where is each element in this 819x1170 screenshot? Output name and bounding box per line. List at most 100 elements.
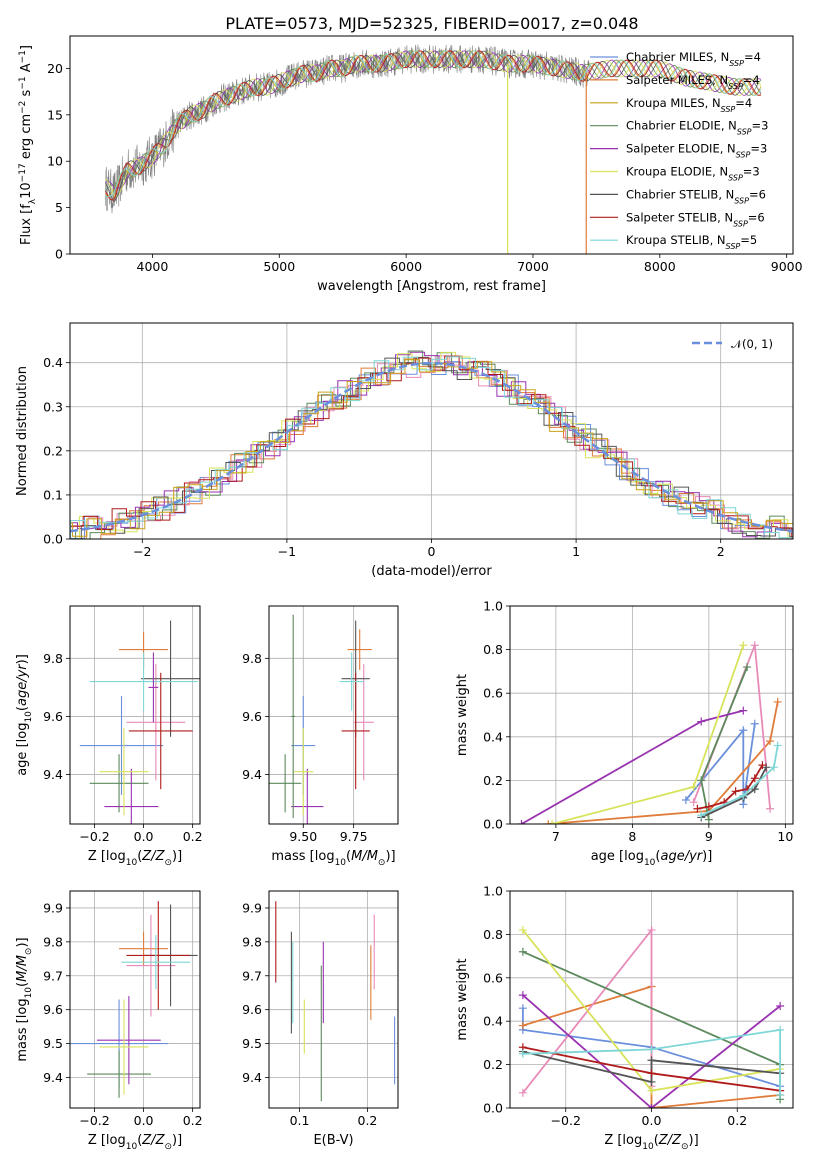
y-tick-label: 0.8 (483, 927, 503, 942)
weight-vs-Z-plot: −0.2 0.0 0.2 0.0 0.2 0.4 0.6 0.8 1.0 Z [log10(Z/Z… (455, 884, 794, 1152)
x-tick-label: 9 (705, 829, 713, 844)
y-tick-label: 1.0 (483, 599, 503, 614)
weight-marker (647, 1077, 656, 1086)
x-tick-label: −1 (278, 544, 296, 559)
errorbar-point (121, 935, 191, 990)
histogram-kroupa_stelib (70, 356, 793, 539)
weight-marker (750, 719, 759, 728)
x-axis-label: Z [log10(Z/Z⊙)] (88, 849, 182, 868)
y-tick-label: 9.7 (242, 968, 262, 983)
y-tick-label: 9.4 (43, 1070, 63, 1085)
y-tick-label: 9.8 (43, 651, 63, 666)
model-chabrier_elodie (105, 50, 762, 191)
x-tick-label: 9.50 (289, 829, 317, 844)
weight-marker (518, 1088, 527, 1097)
errorbar-point (126, 914, 176, 1017)
weight-vs-age-plot: 7 8 9 10 0.0 0.2 0.4 0.6 0.8 1.0 age [log10(age/yr… (455, 599, 794, 868)
spectrum-plot: 4000 5000 6000 7000 8000 9000 0 5 10 15 20 waveleng… (18, 35, 803, 294)
x-tick-label: 0.1 (290, 1113, 310, 1128)
x-tick-label: 7000 (517, 259, 549, 274)
weight-marker (739, 791, 748, 800)
weight-marker (758, 761, 767, 770)
errorbar-point (291, 614, 296, 819)
errorbar-point (341, 672, 370, 790)
y-tick-label: 0.4 (43, 355, 63, 370)
errorbars (275, 901, 396, 1102)
weight-series (522, 994, 781, 1108)
y-tick-label: 9.8 (43, 934, 63, 949)
errorbar-point (353, 664, 374, 781)
y-tick-label: 0.8 (483, 642, 503, 657)
x-tick-label: 0.2 (183, 1113, 203, 1128)
x-tick-label: −0.2 (79, 1113, 109, 1128)
weight-series (551, 644, 745, 824)
y-axis-label: age [log10(age/yr)] (15, 654, 34, 776)
axes-frame (268, 605, 399, 825)
x-tick-label: 0.2 (358, 1113, 378, 1128)
weight-series (700, 766, 767, 819)
y-tick-label: 9.5 (43, 1036, 63, 1051)
spectrum-lines (105, 44, 762, 254)
weight-marker (693, 804, 702, 813)
legend-entry: Kroupa ELODIE, NSSP=3 (626, 165, 760, 183)
x-tick-label: 4000 (137, 259, 169, 274)
legend-entry: Chabrier STELIB, NSSP=6 (626, 187, 766, 205)
x-tick-label: 5000 (263, 259, 295, 274)
axes-frame (69, 890, 201, 1109)
y-tick-label: 9.8 (242, 934, 262, 949)
errorbar-point (119, 931, 169, 966)
histogram-salpeter_miles (70, 355, 793, 539)
weight-marker (743, 663, 752, 672)
errorbar-point (79, 696, 164, 795)
x-tick-label: 0.0 (134, 829, 154, 844)
errorbar-point (293, 728, 314, 816)
errorbar-point (269, 754, 302, 813)
x-tick-label: 0.0 (134, 1113, 154, 1128)
y-tick-label: 9.4 (43, 767, 63, 782)
errorbars (269, 614, 374, 824)
errorbar-point (96, 996, 161, 1085)
y-axis-label: Flux [fλ10−17 erg cm−2 s−1 A−1] (18, 45, 38, 245)
y-tick-label: 9.9 (242, 900, 262, 915)
weight-marker (647, 1086, 656, 1095)
y-tick-label: 9.6 (242, 709, 262, 724)
weight-series (522, 1028, 781, 1095)
legend: Chabrier MILES, NSSP=4 Salpeter MILES, NS… (590, 50, 768, 251)
y-tick-label: 9.4 (242, 1070, 262, 1085)
y-tick-label: 0.6 (483, 686, 503, 701)
x-tick-label: 6000 (390, 259, 422, 274)
errorbar-point (126, 664, 186, 781)
model-salpeter_miles (105, 50, 762, 200)
weight-marker (731, 787, 740, 796)
y-tick-label: 0.2 (483, 773, 503, 788)
legend-entry: Kroupa STELIB, NSSP=5 (626, 233, 757, 251)
y-tick-label: 0.6 (483, 970, 503, 985)
errorbar-point (148, 652, 159, 723)
axes-frame (69, 605, 201, 825)
observed-spectrum (105, 44, 591, 214)
y-tick-label: 20 (47, 61, 63, 76)
legend-entry: Salpeter STELIB, NSSP=6 (626, 210, 765, 228)
weight-marker (518, 1021, 527, 1030)
y-tick-label: 0.4 (483, 1014, 503, 1029)
y-tick-label: 9.9 (43, 900, 63, 915)
errorbar-point (99, 728, 149, 816)
errorbar-point (141, 620, 200, 737)
y-tick-label: 1.0 (483, 884, 503, 899)
x-tick-label: 10 (777, 829, 793, 844)
x-tick-label: 9000 (771, 259, 803, 274)
y-axis-label: Normed distribution (15, 366, 30, 496)
histogram-kroupa_miles (70, 359, 793, 537)
y-tick-label: 0.0 (483, 817, 503, 832)
errorbar-point (87, 1050, 151, 1098)
y-axis-label: mass weight (455, 958, 470, 1040)
y-tick-label: 9.6 (43, 709, 63, 724)
model-kroupa_stelib (105, 50, 762, 198)
weight-marker (518, 926, 527, 935)
errorbar-point (347, 629, 372, 670)
weight-series (548, 701, 779, 824)
weight-marker (647, 1056, 656, 1065)
x-tick-label: 0.0 (642, 1113, 662, 1128)
y-tick-label: 9.5 (242, 1036, 262, 1051)
y-axis-label: mass weight (455, 674, 470, 756)
